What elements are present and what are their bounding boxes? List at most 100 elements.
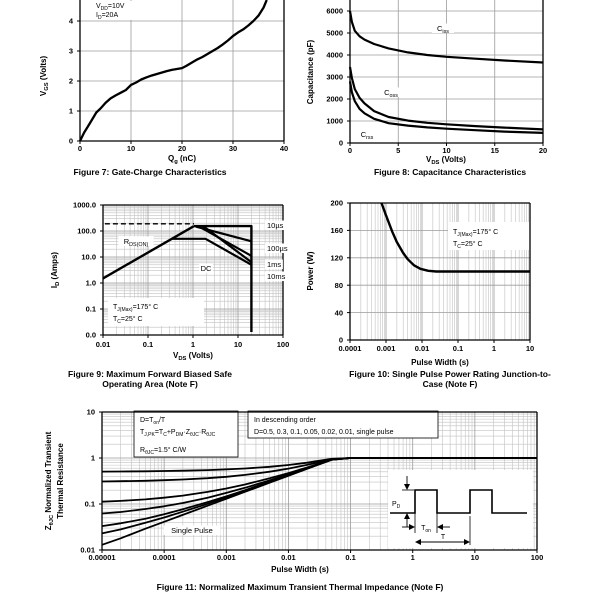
- svg-text:Thermal Resistance: Thermal Resistance: [56, 443, 65, 519]
- svg-text:0.001: 0.001: [217, 553, 236, 562]
- svg-text:10: 10: [87, 408, 95, 417]
- svg-text:1: 1: [69, 107, 73, 116]
- svg-text:0.1: 0.1: [453, 344, 463, 353]
- svg-text:120: 120: [330, 254, 343, 263]
- svg-text:Crss: Crss: [361, 130, 374, 141]
- fig11-series-single-pulse: [101, 457, 537, 546]
- svg-text:200: 200: [330, 199, 343, 208]
- svg-text:15: 15: [491, 146, 499, 155]
- fig9-annotations: TJ(Max)=175° C TC=25° C: [108, 298, 204, 326]
- fig9-series-10ms: [202, 225, 253, 264]
- svg-text:80: 80: [335, 281, 343, 290]
- svg-text:3: 3: [69, 47, 73, 56]
- svg-text:Power (W): Power (W): [306, 251, 315, 290]
- svg-text:1ms: 1ms: [267, 260, 281, 269]
- svg-text:Pulse Width (s): Pulse Width (s): [411, 358, 469, 367]
- svg-text:Single Pulse: Single Pulse: [171, 526, 213, 535]
- figure10-pulse-power-chart: TJ(Max)=175° C TC=25° C 0.0001 0.001 0.01 0.1…: [306, 199, 548, 367]
- figure10-caption-line2: Case (Note F): [422, 379, 478, 389]
- svg-text:ZθJC Normalized Transient: ZθJC Normalized Transient: [44, 431, 55, 530]
- svg-text:0.0001: 0.0001: [339, 344, 362, 353]
- svg-text:T: T: [441, 534, 446, 541]
- svg-text:10: 10: [442, 146, 450, 155]
- fig10-series: [380, 202, 530, 273]
- fig7-series: [78, 0, 268, 142]
- fig8-grid: [349, 0, 544, 144]
- svg-text:20: 20: [178, 144, 186, 153]
- figure8-caption: Figure 8: Capacitance Characteristics: [373, 167, 527, 177]
- svg-text:2: 2: [69, 77, 73, 86]
- svg-text:TC=25° C: TC=25° C: [113, 315, 143, 325]
- svg-text:0: 0: [339, 336, 343, 345]
- svg-text:4: 4: [69, 17, 74, 26]
- svg-text:10: 10: [234, 340, 242, 349]
- svg-text:100: 100: [531, 553, 544, 562]
- svg-text:4000: 4000: [326, 51, 343, 60]
- figure10-caption-line1: Figure 10: Single Pulse Power Rating Jun…: [349, 369, 551, 379]
- svg-text:5000: 5000: [326, 29, 343, 38]
- fig9-axes: 0.01 0.1 1 10 100 1000.0 100.0 10.0 1.0 0.1 0.0 VDS…: [50, 201, 289, 362]
- figure9-safe-operating-area-chart: TJ(Max)=175° C TC=25° C RDS(ON) DC 10µs 100µs…: [50, 201, 292, 362]
- fig8-series-Crss: [348, 81, 544, 134]
- svg-text:40: 40: [335, 308, 343, 317]
- svg-text:TC=25° C: TC=25° C: [453, 240, 483, 250]
- fig10-axes: 0.0001 0.001 0.01 0.1 1 10 0 40 80 120 160 200 Pulse…: [306, 199, 534, 367]
- fig8-series: [348, 10, 544, 134]
- svg-text:10.0: 10.0: [81, 253, 96, 262]
- svg-text:TJ,PK=TC+PDM·ZθJC·RθJC: TJ,PK=TC+PDM·ZθJC·RθJC: [140, 429, 216, 438]
- svg-text:0.01: 0.01: [415, 344, 430, 353]
- svg-text:100µs: 100µs: [267, 244, 288, 253]
- svg-text:10: 10: [127, 144, 135, 153]
- svg-text:0.1: 0.1: [345, 553, 355, 562]
- fig10-frame: [349, 202, 531, 341]
- fig10-series-single-pulse-power: [380, 202, 530, 273]
- svg-text:VDS (Volts): VDS (Volts): [426, 155, 466, 166]
- svg-text:Capacitance (pF): Capacitance (pF): [306, 39, 315, 104]
- svg-text:1.0: 1.0: [86, 279, 96, 288]
- svg-text:Qg (nC): Qg (nC): [168, 154, 196, 165]
- svg-text:ID=20A: ID=20A: [96, 12, 118, 21]
- fig7-axes: 0 10 20 30 40 0 1 2 3 4 Qg (nC) VGS (Volts): [39, 17, 288, 165]
- svg-text:0.00001: 0.00001: [88, 553, 115, 562]
- figure11-caption: Figure 11: Normalized Maximum Transient …: [156, 582, 444, 592]
- svg-text:0.0: 0.0: [86, 331, 96, 340]
- fig8-labels: Ciss Coss Crss: [355, 23, 455, 141]
- svg-text:6000: 6000: [326, 7, 343, 16]
- fig9-series-1ms: [198, 225, 253, 257]
- svg-text:RDS(ON): RDS(ON): [124, 237, 149, 248]
- svg-text:1: 1: [191, 340, 195, 349]
- svg-text:D=Ton/T: D=Ton/T: [140, 417, 166, 426]
- svg-text:1000.0: 1000.0: [73, 201, 96, 210]
- svg-text:3000: 3000: [326, 73, 343, 82]
- figure8-capacitance-chart: Ciss Coss Crss 0 5 10 15 20 0 1000 2000 3000 4000 500…: [306, 0, 547, 166]
- svg-text:Ton: Ton: [421, 525, 431, 534]
- svg-text:Pulse Width (s): Pulse Width (s): [271, 565, 329, 574]
- svg-text:2000: 2000: [326, 95, 343, 104]
- svg-text:40: 40: [280, 144, 288, 153]
- fig9-series-10us: [194, 224, 253, 332]
- svg-text:RθJC=1.5° C/W: RθJC=1.5° C/W: [140, 446, 187, 456]
- svg-text:10µs: 10µs: [267, 221, 284, 230]
- fig11-annotations: D=Ton/T TJ,PK=TC+PDM·ZθJC·RθJC RθJC=1.5° C…: [133, 410, 439, 458]
- svg-text:30: 30: [229, 144, 237, 153]
- svg-text:In descending order: In descending order: [254, 417, 317, 424]
- fig11-series: [101, 457, 537, 546]
- svg-text:0: 0: [339, 139, 343, 148]
- svg-text:0: 0: [348, 146, 352, 155]
- svg-text:0.0001: 0.0001: [153, 553, 176, 562]
- svg-text:0.01: 0.01: [96, 340, 111, 349]
- svg-text:D=0.5, 0.3, 0.1, 0.05, 0.02, 0: D=0.5, 0.3, 0.1, 0.05, 0.02, 0.01, singl…: [254, 429, 394, 436]
- figure7-caption: Figure 7: Gate-Charge Characteristics: [73, 167, 227, 177]
- fig9-labels: RDS(ON) DC 10µs 100µs 1ms 10ms: [118, 220, 292, 281]
- svg-text:1: 1: [411, 553, 415, 562]
- svg-text:DC: DC: [201, 264, 212, 273]
- svg-text:10ms: 10ms: [267, 272, 286, 281]
- fig7-series-vgs-vs-qg: [78, 0, 268, 142]
- svg-text:0: 0: [69, 137, 73, 146]
- svg-text:0.01: 0.01: [281, 553, 296, 562]
- figure9-caption-line2: Operating Area (Note F): [102, 379, 198, 389]
- svg-text:100: 100: [277, 340, 290, 349]
- fig11-labels: Single Pulse: [163, 525, 221, 535]
